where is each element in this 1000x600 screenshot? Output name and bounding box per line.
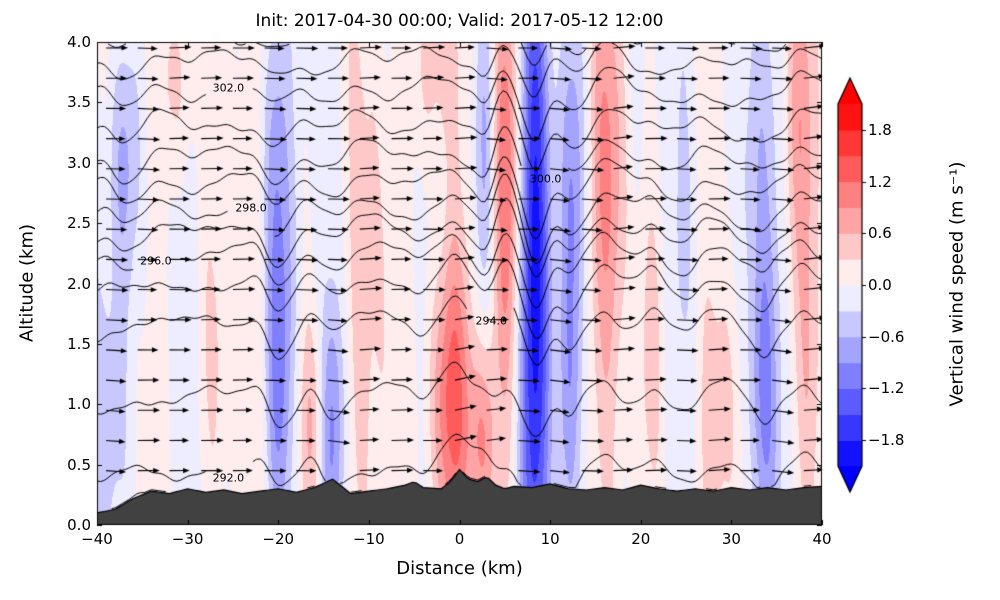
x-tick-label: −20	[262, 530, 295, 548]
x-tick-label: −30	[171, 530, 204, 548]
x-tick-label: 10	[540, 530, 560, 548]
colorbar-tick-label: 1.2	[868, 172, 892, 191]
y-tick-label: 4.0	[67, 33, 91, 51]
x-tick-label: 0	[454, 530, 465, 548]
colorbar-tick-label: −1.2	[868, 379, 905, 398]
contour-label: 298.0	[235, 201, 267, 215]
y-tick-label: 0.5	[67, 455, 91, 474]
colorbar-label: Vertical wind speed (m s⁻¹)	[946, 161, 968, 407]
y-tick-label: 3.5	[67, 93, 91, 112]
x-axis-label: Distance (km)	[396, 558, 523, 579]
colorbar-tick-label: 1.8	[868, 120, 892, 139]
contour-label: 292.0	[212, 471, 245, 485]
contour-label: 300.0	[529, 172, 562, 186]
contour-label: 294.0	[475, 314, 507, 328]
colorbar-tick-label: −1.8	[868, 431, 905, 450]
y-tick-label: 1.0	[67, 395, 91, 414]
x-tick-label: 20	[631, 530, 651, 548]
contour-label: 302.0	[212, 81, 245, 95]
y-tick-label: 1.5	[67, 334, 91, 353]
y-tick-label: 3.0	[67, 153, 91, 172]
contour-label: 296.0	[140, 254, 172, 268]
chart-title: Init: 2017-04-30 00:00; Valid: 2017-05-1…	[255, 11, 664, 31]
y-tick-label: 0.0	[67, 516, 91, 534]
x-tick-label: −40	[81, 530, 113, 548]
colorbar-tick-label: −0.6	[868, 327, 905, 346]
y-tick-label: 2.0	[67, 274, 91, 293]
colorbar-tick-label: 0.6	[868, 224, 892, 243]
x-tick-label: 30	[721, 530, 741, 548]
x-tick-label: 40	[812, 530, 832, 548]
y-tick-label: 2.5	[67, 214, 91, 233]
x-tick-label: −10	[353, 530, 385, 548]
colorbar-tick-label: 0.0	[868, 276, 892, 294]
